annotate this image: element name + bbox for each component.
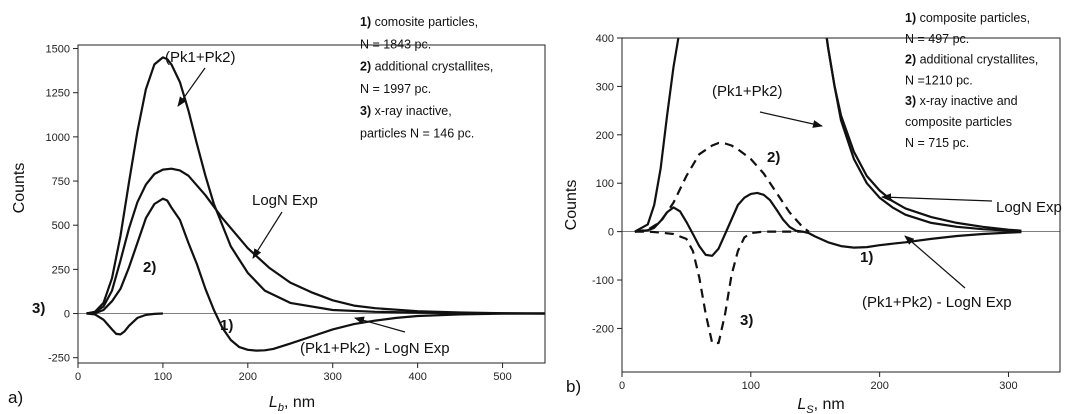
panel-a-annot-diff: (Pk1+Pk2) - LogN Exp xyxy=(300,340,450,357)
panel-a-ytick-label-7: 1500 xyxy=(46,44,70,56)
panel-b-arrow-sum xyxy=(759,111,823,128)
panel-a-ytick-label-0: -250 xyxy=(48,353,70,365)
panel-a-xtick-label-4: 400 xyxy=(408,371,426,383)
panel-a-xtick-label-2: 200 xyxy=(239,371,257,383)
panel-b-arrow-logn xyxy=(881,193,993,202)
panel-a-xtick-label-3: 300 xyxy=(324,371,342,383)
panel-a-legend-line-3: N = 1997 pc. xyxy=(360,82,431,96)
panel-b-ytick-label-1: -100 xyxy=(592,275,614,287)
panel-a-ytick-label-1: 0 xyxy=(64,309,70,321)
panel-b-series-line-2 xyxy=(634,191,1022,257)
panel-b-legend-line-4: 3) x-ray inactive and xyxy=(905,94,1018,108)
panel-a-legend: 1) comosite particles, N = 1843 pc. 2) add… xyxy=(360,15,493,141)
panel-b-frame xyxy=(621,37,1061,373)
panel-a-ytick-label-2: 250 xyxy=(52,264,70,276)
panel-a-ticks: 0 100 200 300 400 500 -250 0 250 500 750 1000 1250 15… xyxy=(46,44,512,383)
panel-a-arrow-logn xyxy=(252,211,283,259)
panel-a-label: a) xyxy=(8,388,23,407)
panel-b-xtick-label-3: 300 xyxy=(999,380,1017,392)
panel-b-series-line-1 xyxy=(825,38,1022,232)
panel-b-label: b) xyxy=(566,377,581,396)
panel-b-legend-line-5: composite particles xyxy=(905,115,1012,129)
panel-b-xtick-label-2: 200 xyxy=(870,380,888,392)
panel-a-xlabel: Lb, nm xyxy=(269,394,315,414)
panel-a-xtick-label-0: 0 xyxy=(75,371,81,383)
panel-b-xtick-label-0: 0 xyxy=(619,380,625,392)
panel-a-xtick-label-5: 500 xyxy=(493,371,511,383)
panel-b-annot-logn: LogN Exp xyxy=(996,199,1062,216)
panel-a-annot-2: 2) xyxy=(143,259,156,276)
panel-a-series-line-1 xyxy=(86,167,545,315)
panel-b-legend: 1) composite particles, N = 497 pc. 2) add… xyxy=(905,11,1038,150)
panel-b-xtick-label-1: 100 xyxy=(742,380,760,392)
panel-a-ylabel: Counts xyxy=(11,163,28,214)
panel-b-annot-3: 3) xyxy=(740,312,753,329)
panel-b-ylabel: Counts xyxy=(563,180,580,231)
panel-a-ytick-label-6: 1250 xyxy=(46,88,70,100)
panel-b-ticks: 0 100 200 300 -200 -100 0 100 200 300 400 xyxy=(592,33,1018,392)
panel-a-legend-line-2: 2) additional crystallites, xyxy=(360,60,493,74)
panel-b-ytick-label-3: 100 xyxy=(596,178,614,190)
panel-b-xlabel: LS, nm xyxy=(797,396,844,414)
panel-b-legend-line-1: N = 497 pc. xyxy=(905,32,969,46)
panel-a-annot-3: 3) xyxy=(32,300,45,317)
panel-b-ytick-label-0: -200 xyxy=(592,323,614,335)
panel-a-series-line-3 xyxy=(86,312,163,336)
panel-a-arrow-diff xyxy=(354,316,406,333)
panel-a-annot-1: 1) xyxy=(220,317,233,334)
panel-b-ytick-label-5: 300 xyxy=(596,81,614,93)
panel-a-ytick-label-4: 750 xyxy=(52,176,70,188)
panel-b: 0 100 200 300 -200 -100 0 100 200 300 400 Counts L… xyxy=(563,11,1062,414)
panel-a-xtick-label-1: 100 xyxy=(154,371,172,383)
panel-b-annot-2: 2) xyxy=(767,149,780,166)
panel-a-annot-logn: LogN Exp xyxy=(252,192,318,209)
panel-b-legend-line-6: N = 715 pc. xyxy=(905,136,969,150)
panel-a-annot-sum: (Pk1+Pk2) xyxy=(165,49,235,66)
panel-a-series-line-0 xyxy=(86,56,545,315)
panel-b-series-line-3 xyxy=(634,141,810,233)
panel-a-frame xyxy=(77,44,546,364)
panel-a-arrow-sum xyxy=(177,67,206,107)
panel-b-annot-sum: (Pk1+Pk2) xyxy=(712,83,782,100)
panel-b-annot-diff: (Pk1+Pk2) - LogN Exp xyxy=(862,294,1012,311)
panel-a-legend-line-5: particles N = 146 pc. xyxy=(360,127,474,141)
panel-b-legend-line-2: 2) additional crystallites, xyxy=(905,53,1038,67)
panel-b-series xyxy=(622,38,1060,345)
panel-b-ytick-label-6: 400 xyxy=(596,33,614,45)
panel-a-legend-line-0: 1) comosite particles, xyxy=(360,15,478,29)
panel-b-ytick-label-4: 200 xyxy=(596,130,614,142)
panel-b-ytick-label-2: 0 xyxy=(608,227,614,239)
panel-a-ytick-label-3: 500 xyxy=(52,220,70,232)
panel-a-legend-line-4: 3) x-ray inactive, xyxy=(360,104,452,118)
panel-a-ytick-label-5: 1000 xyxy=(46,132,70,144)
panel-b-arrow-diff xyxy=(904,235,966,289)
panel-b-legend-line-3: N =1210 pc. xyxy=(905,73,973,87)
panel-b-annot-1: 1) xyxy=(860,249,873,266)
panel-b-series-line-4 xyxy=(634,230,803,345)
panel-b-legend-line-0: 1) composite particles, xyxy=(905,11,1030,25)
panel-a-legend-line-1: N = 1843 pc. xyxy=(360,37,431,51)
panel-a: 0 100 200 300 400 500 -250 0 250 500 750 1000 1250 15… xyxy=(8,15,546,414)
